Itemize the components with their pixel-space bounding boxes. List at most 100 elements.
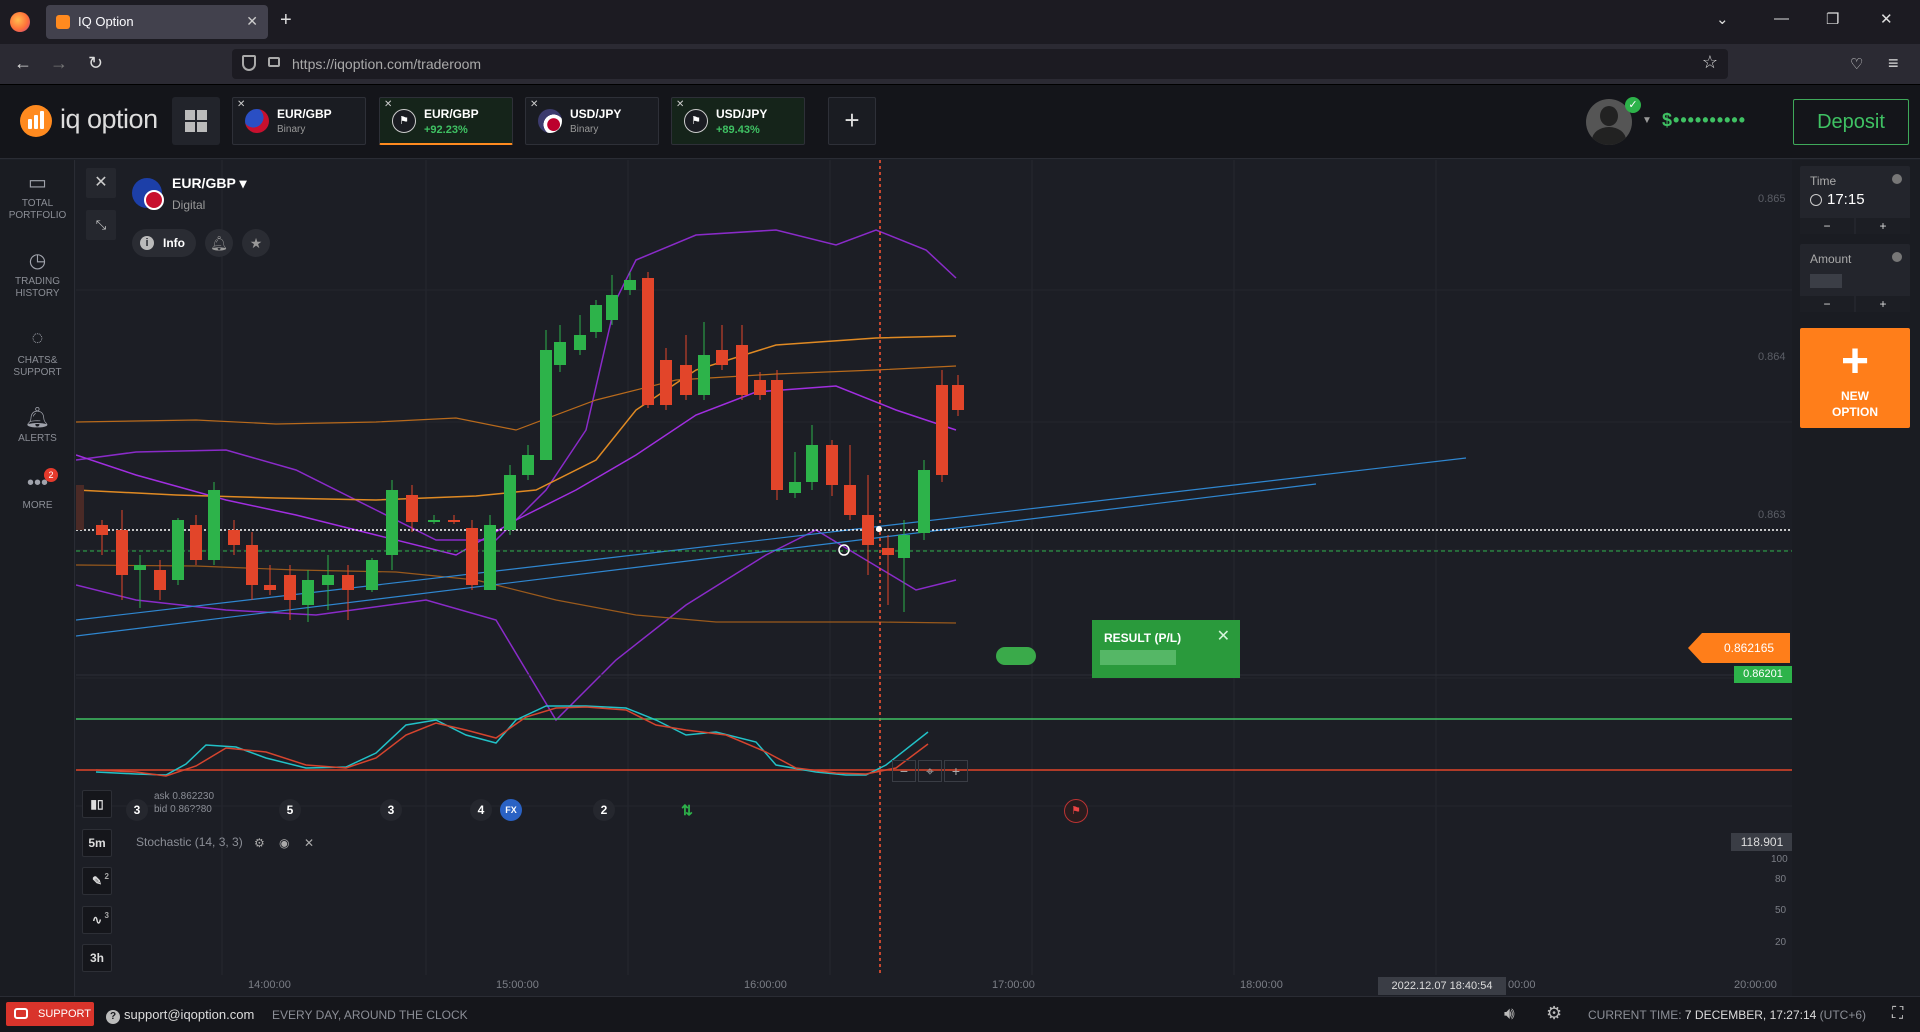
sidebar-item-label: TRADING HISTORY: [15, 276, 60, 299]
right-panel: Time 17:15 − + Amount − + + NEW OPTION: [1792, 160, 1920, 996]
help-icon[interactable]: [1892, 174, 1902, 184]
url-text[interactable]: https://iqoption.com/traderoom: [292, 56, 482, 72]
help-icon[interactable]: [1892, 252, 1902, 262]
tab-close-icon[interactable]: ✕: [246, 13, 258, 29]
asset-selector[interactable]: EUR/GBP ▾: [172, 175, 246, 192]
sidebar-item-history[interactable]: ◷ TRADING HISTORY: [0, 248, 75, 300]
notification-badge: 2: [44, 468, 58, 482]
result-panel[interactable]: RESULT (P/L) ✕: [1092, 620, 1240, 678]
gear-icon[interactable]: ⚙: [254, 836, 265, 850]
timeframe-button[interactable]: 5m: [82, 829, 112, 857]
back-icon[interactable]: ←: [14, 53, 32, 73]
shield-icon[interactable]: [242, 55, 256, 71]
chart-type-button[interactable]: ▮▯: [82, 790, 112, 818]
avatar[interactable]: [1586, 99, 1632, 145]
time-plus-button[interactable]: +: [1856, 218, 1910, 234]
amount-plus-button[interactable]: +: [1856, 296, 1910, 312]
deposit-button[interactable]: Deposit: [1793, 99, 1909, 145]
star-icon[interactable]: ★: [242, 229, 270, 257]
balance-display[interactable]: $••••••••••: [1662, 110, 1747, 130]
sidebar-item-chats[interactable]: ◌ CHATS& SUPPORT: [0, 327, 75, 379]
trade-marker[interactable]: [996, 647, 1036, 665]
price-chart[interactable]: [76, 160, 1792, 996]
chart-area[interactable]: [76, 160, 1792, 996]
close-icon[interactable]: ✕: [676, 99, 685, 110]
close-icon[interactable]: ✕: [1216, 628, 1230, 645]
iqoption-logo-icon[interactable]: [20, 105, 52, 137]
lock-icon[interactable]: [268, 57, 280, 67]
support-button[interactable]: SUPPORT: [6, 1002, 94, 1026]
bookmark-star-icon[interactable]: ☆: [1701, 52, 1718, 72]
asset-tab[interactable]: ✕ USD/JPY Binary: [525, 97, 659, 145]
sidebar-item-portfolio[interactable]: ▭ TOTAL PORTFOLIO: [0, 170, 75, 222]
add-asset-button[interactable]: +: [828, 97, 876, 145]
amount-minus-button[interactable]: −: [1800, 296, 1854, 312]
settings-gear-icon[interactable]: ⚙: [1546, 1003, 1563, 1023]
candle: [754, 380, 766, 395]
time-value[interactable]: 17:15: [1827, 191, 1865, 208]
signal-badge[interactable]: 2: [593, 799, 615, 821]
asset-tab-name: USD/JPY: [570, 107, 622, 121]
sidebar-item-more[interactable]: ••• 2 MORE: [0, 468, 75, 512]
url-bar[interactable]: https://iqoption.com/traderoom ☆: [232, 49, 1728, 79]
close-icon[interactable]: ✕: [384, 99, 393, 110]
grid-layout-button[interactable]: [172, 97, 220, 145]
time-selector[interactable]: Time 17:15 − +: [1800, 166, 1910, 234]
candle: [342, 575, 354, 590]
restore-icon[interactable]: ❐: [1826, 11, 1840, 28]
eye-icon[interactable]: ◉: [279, 836, 290, 850]
candle: [366, 560, 378, 590]
sidebar-item-alerts[interactable]: 🔔︎ ALERTS: [0, 405, 75, 445]
new-tab-button[interactable]: +: [280, 9, 292, 31]
candle: [826, 445, 838, 485]
candle: [574, 335, 586, 350]
tab-list-icon[interactable]: ⌄: [1716, 11, 1729, 28]
forward-icon[interactable]: →: [50, 53, 68, 73]
up-down-arrows-icon[interactable]: ⇅: [681, 802, 693, 818]
fx-news-icon[interactable]: FX: [500, 799, 522, 821]
reload-icon[interactable]: ↻: [88, 53, 104, 73]
menu-icon[interactable]: ≡: [1888, 53, 1899, 73]
candle: [716, 350, 728, 365]
fullscreen-icon[interactable]: ⛶: [1892, 1005, 1904, 1022]
expiration-flag-icon[interactable]: ⚑: [1064, 799, 1088, 823]
crosshair-button[interactable]: ⌖: [918, 760, 942, 782]
browser-tab[interactable]: IQ Option ✕: [46, 5, 268, 39]
logo-text[interactable]: iq option: [60, 104, 158, 134]
amount-value-hidden[interactable]: [1810, 274, 1842, 288]
asset-tab[interactable]: ✕ ⚑ USD/JPY +89.43%: [671, 97, 805, 145]
close-icon[interactable]: ✕: [530, 99, 539, 110]
moving-average-line: [76, 365, 957, 431]
indicators-button[interactable]: ∿ 3: [82, 906, 112, 934]
support-email-link[interactable]: ? support@iqoption.com: [106, 1007, 254, 1024]
candle: [448, 520, 460, 522]
zoom-in-button[interactable]: +: [944, 760, 968, 782]
signal-badge[interactable]: 4: [470, 799, 492, 821]
collapse-icon[interactable]: ⤡: [86, 210, 116, 240]
chevron-down-icon[interactable]: ▼: [1642, 115, 1652, 126]
amount-selector[interactable]: Amount − +: [1800, 244, 1910, 312]
close-window-icon[interactable]: ✕: [1880, 11, 1893, 28]
period-button[interactable]: 3h: [82, 944, 112, 972]
sound-icon[interactable]: 🔊︎: [1504, 1004, 1515, 1023]
firefox-icon[interactable]: [10, 12, 30, 32]
time-minus-button[interactable]: −: [1800, 218, 1854, 234]
new-option-button[interactable]: + NEW OPTION: [1800, 328, 1910, 428]
signal-badge[interactable]: 3: [380, 799, 402, 821]
pocket-icon[interactable]: ♡: [1850, 56, 1864, 73]
close-chart-icon[interactable]: ✕: [86, 168, 116, 198]
stochastic-value: 118.901: [1731, 833, 1793, 851]
signal-badge[interactable]: 5: [279, 799, 301, 821]
bell-icon[interactable]: 🔔︎: [205, 229, 233, 257]
asset-tab[interactable]: ✕ ⚑ EUR/GBP +92.23%: [379, 97, 513, 145]
close-icon[interactable]: ✕: [237, 99, 246, 110]
close-icon[interactable]: ✕: [304, 836, 315, 850]
info-button[interactable]: i Info: [132, 229, 196, 257]
drawing-tools-button[interactable]: ✎ 2: [82, 867, 112, 895]
asset-tab[interactable]: ✕ EUR/GBP Binary: [232, 97, 366, 145]
minimize-icon[interactable]: —: [1774, 10, 1789, 27]
signal-badge[interactable]: 3: [126, 799, 148, 821]
zoom-out-button[interactable]: −: [892, 760, 916, 782]
candle: [789, 482, 801, 493]
candle: [322, 575, 334, 585]
